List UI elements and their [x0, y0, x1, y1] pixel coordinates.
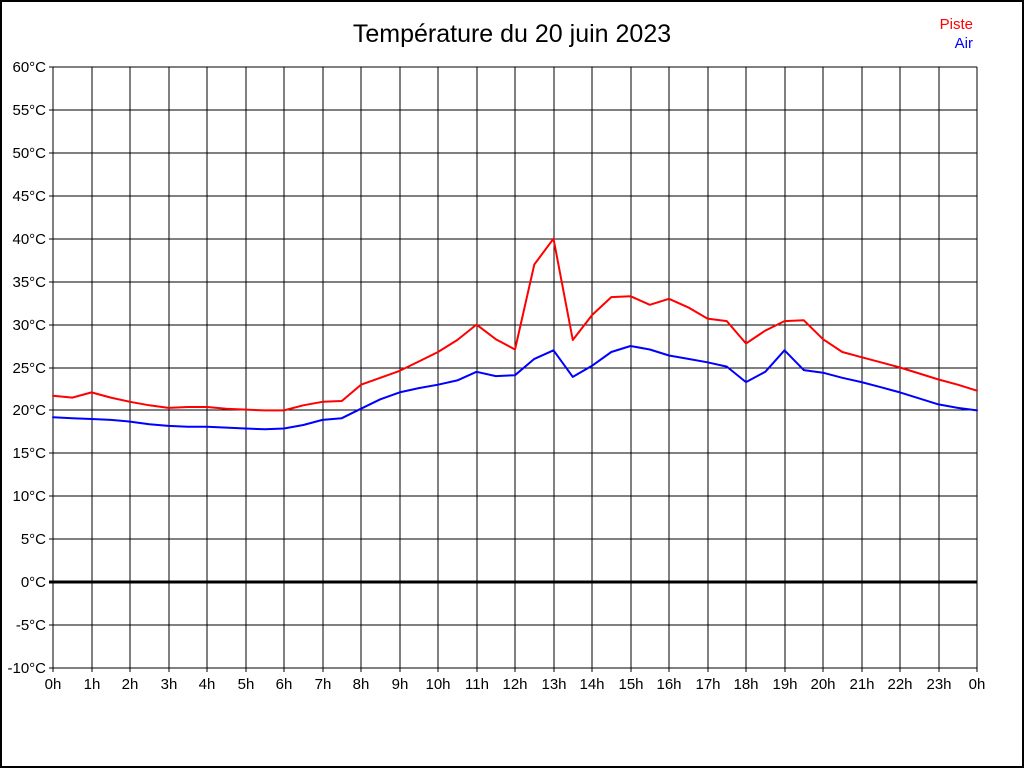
x-axis-tick-label: 7h — [315, 676, 332, 693]
y-axis-tick-label: 40°C — [12, 231, 46, 248]
x-axis-tick-label: 22h — [887, 676, 912, 693]
y-axis-tick-label: 20°C — [12, 402, 46, 419]
x-axis-tick-label: 16h — [656, 676, 681, 693]
y-axis-tick-label: 50°C — [12, 145, 46, 162]
gridlines — [49, 66, 978, 672]
x-axis-tick-label: 0h — [45, 676, 62, 693]
x-axis-tick-label: 18h — [733, 676, 758, 693]
y-axis-tick-label: -10°C — [7, 660, 46, 677]
x-axis-tick-label: 6h — [276, 676, 293, 693]
x-axis-tick-label: 15h — [618, 676, 643, 693]
chart-title: Température du 20 juin 2023 — [352, 20, 672, 48]
y-axis-tick-label: 10°C — [12, 488, 46, 505]
x-axis-tick-label: 5h — [238, 676, 255, 693]
series-line-air — [52, 345, 978, 431]
x-axis-tick-label: 17h — [695, 676, 720, 693]
y-axis-tick-label: 45°C — [12, 188, 46, 205]
legend-item-air: Air — [954, 35, 973, 52]
y-axis-tick-label: 25°C — [12, 360, 46, 377]
y-axis-tick-label: 15°C — [12, 445, 46, 462]
x-axis-tick-label: 10h — [425, 676, 450, 693]
x-axis-tick-label: 4h — [199, 676, 216, 693]
y-axis-tick-label: -5°C — [16, 617, 46, 634]
y-axis-tick-label: 35°C — [12, 274, 46, 291]
x-axis-tick-label: 3h — [161, 676, 178, 693]
series-line-piste — [52, 237, 978, 412]
y-axis-tick-label: 30°C — [12, 317, 46, 334]
y-axis-tick-label: 55°C — [12, 102, 46, 119]
x-axis-tick-label: 23h — [926, 676, 951, 693]
y-axis-tick-label: 0°C — [21, 574, 46, 591]
y-axis-tick-label: 60°C — [12, 59, 46, 76]
x-axis-tick-label: 14h — [579, 676, 604, 693]
x-axis-tick-label: 2h — [122, 676, 139, 693]
x-axis-tick-label: 13h — [541, 676, 566, 693]
x-axis-tick-label: 8h — [353, 676, 370, 693]
y-axis-tick-label: 5°C — [21, 531, 46, 548]
x-axis-tick-label: 1h — [84, 676, 101, 693]
legend-item-piste: Piste — [939, 16, 973, 33]
x-axis-tick-label: 9h — [392, 676, 409, 693]
axis-labels: 60°C 55°C 50°C 45°C 40°C 35°C 30°C 25°C 20°C 15°C… — [7, 59, 985, 693]
legend: Piste Air — [940, 15, 973, 53]
x-axis-tick-label: 11h — [465, 676, 489, 693]
x-axis-tick-label: 12h — [502, 676, 527, 693]
x-axis-tick-label: 21h — [849, 676, 874, 693]
x-axis-tick-label: 0h — [969, 676, 986, 693]
x-axis-tick-label: 19h — [772, 676, 797, 693]
series-lines — [52, 237, 978, 431]
x-axis-tick-label: 20h — [810, 676, 835, 693]
